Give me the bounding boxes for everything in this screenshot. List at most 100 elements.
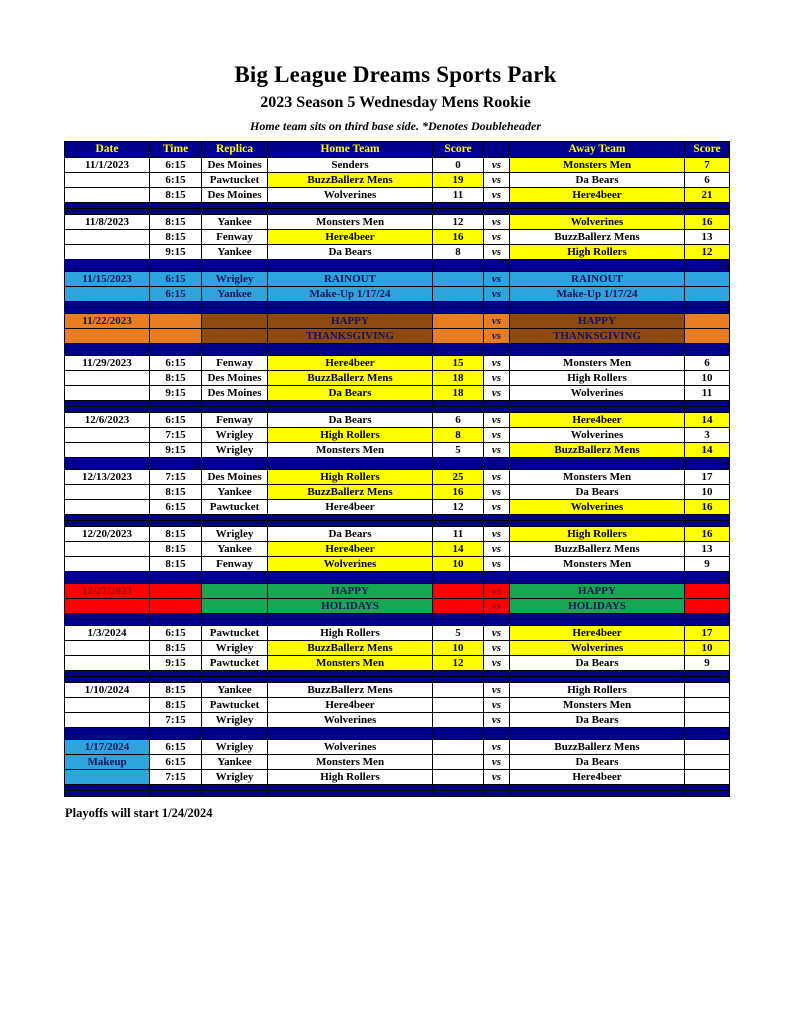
- column-header-home: Home Team: [267, 141, 433, 158]
- cell-time: 8:15: [149, 556, 202, 572]
- cell-vs: vs: [483, 697, 510, 713]
- cell-ascore: 6: [684, 172, 730, 188]
- cell-replica: Des Moines: [201, 385, 268, 401]
- cell-away: HAPPY: [509, 583, 685, 599]
- cell-vs: vs: [483, 271, 510, 287]
- separator-row: [64, 301, 730, 308]
- cell-vs: vs: [483, 526, 510, 542]
- cell-home: Wolverines: [267, 712, 433, 728]
- game-row: 8:15 Des Moines BuzzBallerz Mens 18 vs High R…: [64, 370, 730, 386]
- column-header-replica: Replica: [201, 141, 268, 158]
- cell-home: Monsters Men: [267, 214, 433, 230]
- cell-time: 8:15: [149, 214, 202, 230]
- cell-date: [64, 556, 150, 572]
- cell-hscore: 18: [432, 370, 484, 386]
- cell-replica: Yankee: [201, 286, 268, 302]
- game-row: 8:15 Des Moines Wolverines 11 vs Here4beer 21: [64, 187, 730, 203]
- cell-time: 8:15: [149, 640, 202, 656]
- cell-time: 7:15: [149, 712, 202, 728]
- cell-home: Here4beer: [267, 697, 433, 713]
- separator-row: [64, 307, 730, 314]
- cell-vs: vs: [483, 556, 510, 572]
- cell-replica: [201, 598, 268, 614]
- cell-replica: Pawtucket: [201, 625, 268, 641]
- cell-away: Here4beer: [509, 625, 685, 641]
- cell-hscore: [432, 712, 484, 728]
- rainout-row: 11/15/2023 6:15 Wrigley RAINOUT vs RAINOUT: [64, 271, 730, 287]
- cell-time: 8:15: [149, 697, 202, 713]
- cell-time: [149, 313, 202, 329]
- cell-ascore: 6: [684, 355, 730, 371]
- table-header-row: Date Time Replica Home Team Score Away Team Sc…: [64, 141, 730, 158]
- cell-time: 9:15: [149, 442, 202, 458]
- cell-home: High Rollers: [267, 469, 433, 485]
- cell-hscore: 0: [432, 157, 484, 173]
- game-row: 12/20/2023 8:15 Wrigley Da Bears 11 vs High Ro…: [64, 526, 730, 542]
- game-row: 9:15 Des Moines Da Bears 18 vs Wolverines 11: [64, 385, 730, 401]
- cell-away: HOLIDAYS: [509, 598, 685, 614]
- cell-away: BuzzBallerz Mens: [509, 541, 685, 557]
- cell-date: 12/6/2023: [64, 412, 150, 428]
- cell-replica: Fenway: [201, 355, 268, 371]
- cell-time: 6:15: [149, 271, 202, 287]
- column-header-ascore: Score: [684, 141, 730, 158]
- cell-home: HAPPY: [267, 583, 433, 599]
- cell-hscore: 11: [432, 526, 484, 542]
- cell-home: Here4beer: [267, 229, 433, 245]
- cell-home: BuzzBallerz Mens: [267, 370, 433, 386]
- cell-away: Wolverines: [509, 385, 685, 401]
- separator-row: [64, 619, 730, 626]
- cell-date: [64, 484, 150, 500]
- cell-date: Makeup: [64, 754, 150, 770]
- cell-hscore: 12: [432, 655, 484, 671]
- cell-hscore: [432, 271, 484, 287]
- cell-vs: vs: [483, 187, 510, 203]
- cell-ascore: [684, 583, 730, 599]
- game-row: 7:15 Wrigley Wolverines vs Da Bears: [64, 712, 730, 728]
- thanksgiving-row: 11/22/2023 HAPPY vs HAPPY: [64, 313, 730, 329]
- cell-home: BuzzBallerz Mens: [267, 640, 433, 656]
- game-row: 9:15 Wrigley Monsters Men 5 vs BuzzBallerz Me…: [64, 442, 730, 458]
- cell-home: BuzzBallerz Mens: [267, 172, 433, 188]
- cell-away: Here4beer: [509, 187, 685, 203]
- cell-ascore: [684, 286, 730, 302]
- cell-hscore: [432, 583, 484, 599]
- cell-time: 6:15: [149, 355, 202, 371]
- cell-away: Monsters Men: [509, 469, 685, 485]
- cell-vs: vs: [483, 625, 510, 641]
- separator-row: [64, 613, 730, 620]
- separator-row: [64, 676, 730, 683]
- cell-home: High Rollers: [267, 625, 433, 641]
- separator-row: [64, 790, 730, 797]
- cell-time: 9:15: [149, 244, 202, 260]
- cell-away: BuzzBallerz Mens: [509, 442, 685, 458]
- cell-vs: vs: [483, 442, 510, 458]
- game-row: 12/6/2023 6:15 Fenway Da Bears 6 vs Here4beer 1…: [64, 412, 730, 428]
- cell-date: [64, 385, 150, 401]
- cell-replica: [201, 328, 268, 344]
- cell-date: 11/22/2023: [64, 313, 150, 329]
- cell-ascore: [684, 739, 730, 755]
- cell-ascore: 11: [684, 385, 730, 401]
- cell-vs: vs: [483, 328, 510, 344]
- game-row: 8:15 Fenway Wolverines 10 vs Monsters Men 9: [64, 556, 730, 572]
- cell-date: [64, 541, 150, 557]
- cell-time: 8:15: [149, 526, 202, 542]
- column-header-away: Away Team: [509, 141, 685, 158]
- cell-date: [64, 172, 150, 188]
- makeup-row: 1/17/2024 6:15 Wrigley Wolverines vs BuzzBall…: [64, 739, 730, 755]
- cell-vs: vs: [483, 682, 510, 698]
- separator-row: [64, 463, 730, 470]
- cell-hscore: 19: [432, 172, 484, 188]
- cell-home: THANKSGIVING: [267, 328, 433, 344]
- cell-replica: Wrigley: [201, 712, 268, 728]
- cell-replica: Pawtucket: [201, 655, 268, 671]
- cell-ascore: 16: [684, 499, 730, 515]
- cell-hscore: [432, 313, 484, 329]
- cell-vs: vs: [483, 313, 510, 329]
- cell-home: HOLIDAYS: [267, 598, 433, 614]
- cell-time: 6:15: [149, 739, 202, 755]
- cell-vs: vs: [483, 412, 510, 428]
- separator-cell: [432, 790, 484, 797]
- cell-replica: Wrigley: [201, 427, 268, 443]
